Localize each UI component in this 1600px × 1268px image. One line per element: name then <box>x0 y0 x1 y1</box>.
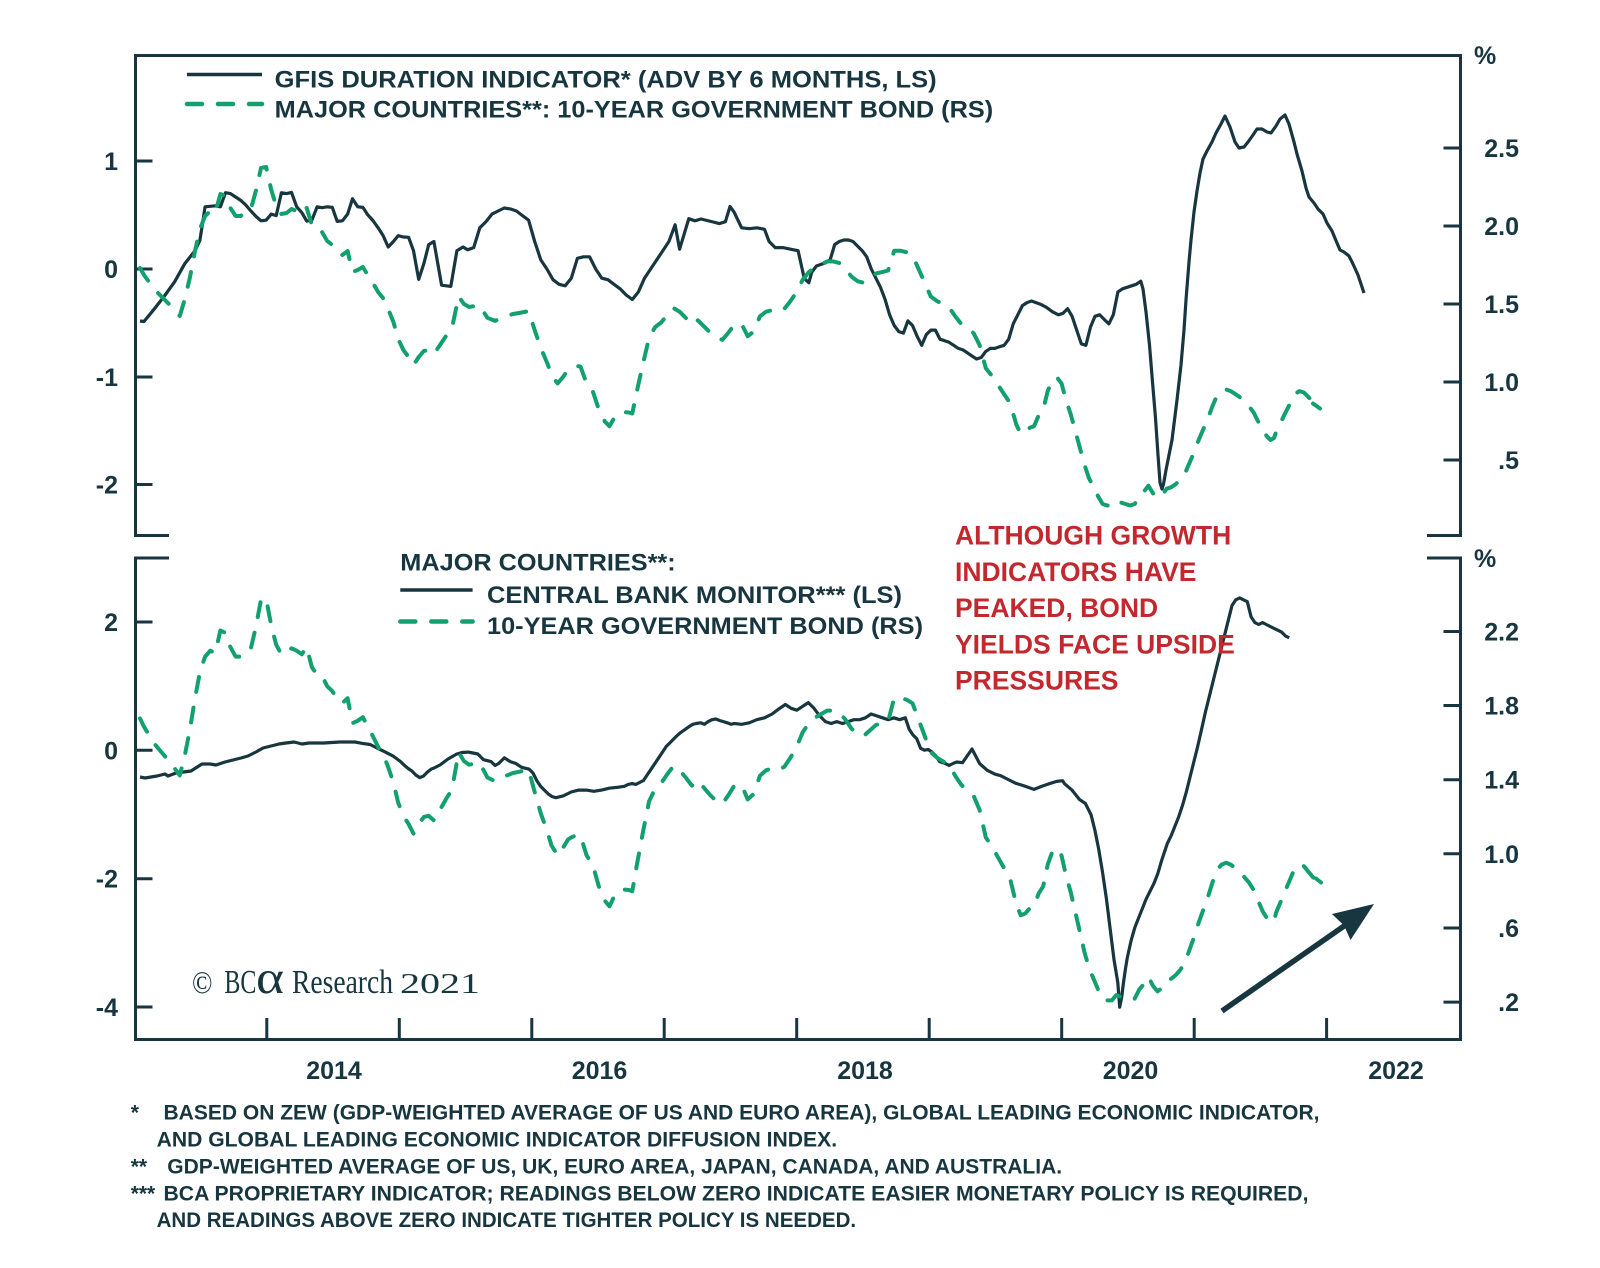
svg-text:-2: -2 <box>96 472 118 500</box>
svg-text:Research: Research <box>292 964 393 1001</box>
svg-text:2: 2 <box>104 609 118 637</box>
svg-text:1.0: 1.0 <box>1484 369 1519 397</box>
svg-text:2.0: 2.0 <box>1484 213 1519 241</box>
svg-text:1.4: 1.4 <box>1484 767 1519 795</box>
svg-text:2020: 2020 <box>1103 1057 1159 1085</box>
svg-text:.5: .5 <box>1498 447 1519 475</box>
svg-text:2014: 2014 <box>306 1057 362 1085</box>
svg-text:%: % <box>1474 545 1496 573</box>
svg-text:GDP-WEIGHTED AVERAGE OF US, UK: GDP-WEIGHTED AVERAGE OF US, UK, EURO ARE… <box>167 1155 1062 1178</box>
svg-text:CENTRAL BANK MONITOR*** (LS): CENTRAL BANK MONITOR*** (LS) <box>487 582 902 609</box>
svg-text:BC: BC <box>224 964 256 1001</box>
svg-text:2022: 2022 <box>1368 1057 1424 1085</box>
svg-text:MAJOR COUNTRIES**:: MAJOR COUNTRIES**: <box>400 550 675 577</box>
svg-text:2021: 2021 <box>400 969 480 1000</box>
svg-text:ALTHOUGH GROWTH: ALTHOUGH GROWTH <box>955 521 1231 551</box>
svg-text:α: α <box>256 952 284 1004</box>
svg-text:AND READINGS ABOVE ZERO INDICA: AND READINGS ABOVE ZERO INDICATE TIGHTER… <box>157 1209 857 1232</box>
svg-text:2.2: 2.2 <box>1484 619 1519 647</box>
svg-text:MAJOR COUNTRIES**: 10-YEAR GOV: MAJOR COUNTRIES**: 10-YEAR GOVERNMENT BO… <box>275 96 994 123</box>
svg-text:2.5: 2.5 <box>1484 135 1519 163</box>
svg-text:1.8: 1.8 <box>1484 693 1519 721</box>
svg-text:0: 0 <box>104 737 118 765</box>
svg-text:PRESSURES: PRESSURES <box>955 666 1118 696</box>
svg-text:*: * <box>131 1102 140 1125</box>
svg-text:2018: 2018 <box>837 1057 893 1085</box>
svg-text:10-YEAR GOVERNMENT BOND (RS): 10-YEAR GOVERNMENT BOND (RS) <box>487 613 923 640</box>
svg-text:.6: .6 <box>1498 915 1519 943</box>
svg-text:1.5: 1.5 <box>1484 291 1519 319</box>
svg-text:1.0: 1.0 <box>1484 841 1519 869</box>
svg-text:YIELDS FACE UPSIDE: YIELDS FACE UPSIDE <box>955 629 1235 659</box>
svg-text:1: 1 <box>104 148 118 176</box>
svg-text:2016: 2016 <box>572 1057 628 1085</box>
svg-text:0: 0 <box>104 256 118 284</box>
svg-text:©: © <box>192 964 213 1000</box>
svg-text:.2: .2 <box>1498 989 1519 1017</box>
svg-text:INDICATORS HAVE: INDICATORS HAVE <box>955 557 1196 587</box>
svg-text:-1: -1 <box>96 364 118 392</box>
svg-text:GFIS DURATION INDICATOR* (ADV: GFIS DURATION INDICATOR* (ADV BY 6 MONTH… <box>275 67 937 94</box>
svg-text:AND GLOBAL LEADING ECONOMIC IN: AND GLOBAL LEADING ECONOMIC INDICATOR DI… <box>157 1128 838 1151</box>
svg-text:**: ** <box>131 1155 148 1178</box>
svg-text:BASED ON ZEW (GDP-WEIGHTED AVE: BASED ON ZEW (GDP-WEIGHTED AVERAGE OF US… <box>164 1102 1320 1125</box>
svg-text:PEAKED, BOND: PEAKED, BOND <box>955 593 1158 623</box>
svg-text:BCA PROPRIETARY INDICATOR; REA: BCA PROPRIETARY INDICATOR; READINGS BELO… <box>164 1182 1309 1205</box>
svg-text:-4: -4 <box>96 994 118 1022</box>
svg-text:-2: -2 <box>96 866 118 894</box>
svg-text:%: % <box>1474 42 1496 70</box>
svg-text:***: *** <box>131 1182 156 1205</box>
